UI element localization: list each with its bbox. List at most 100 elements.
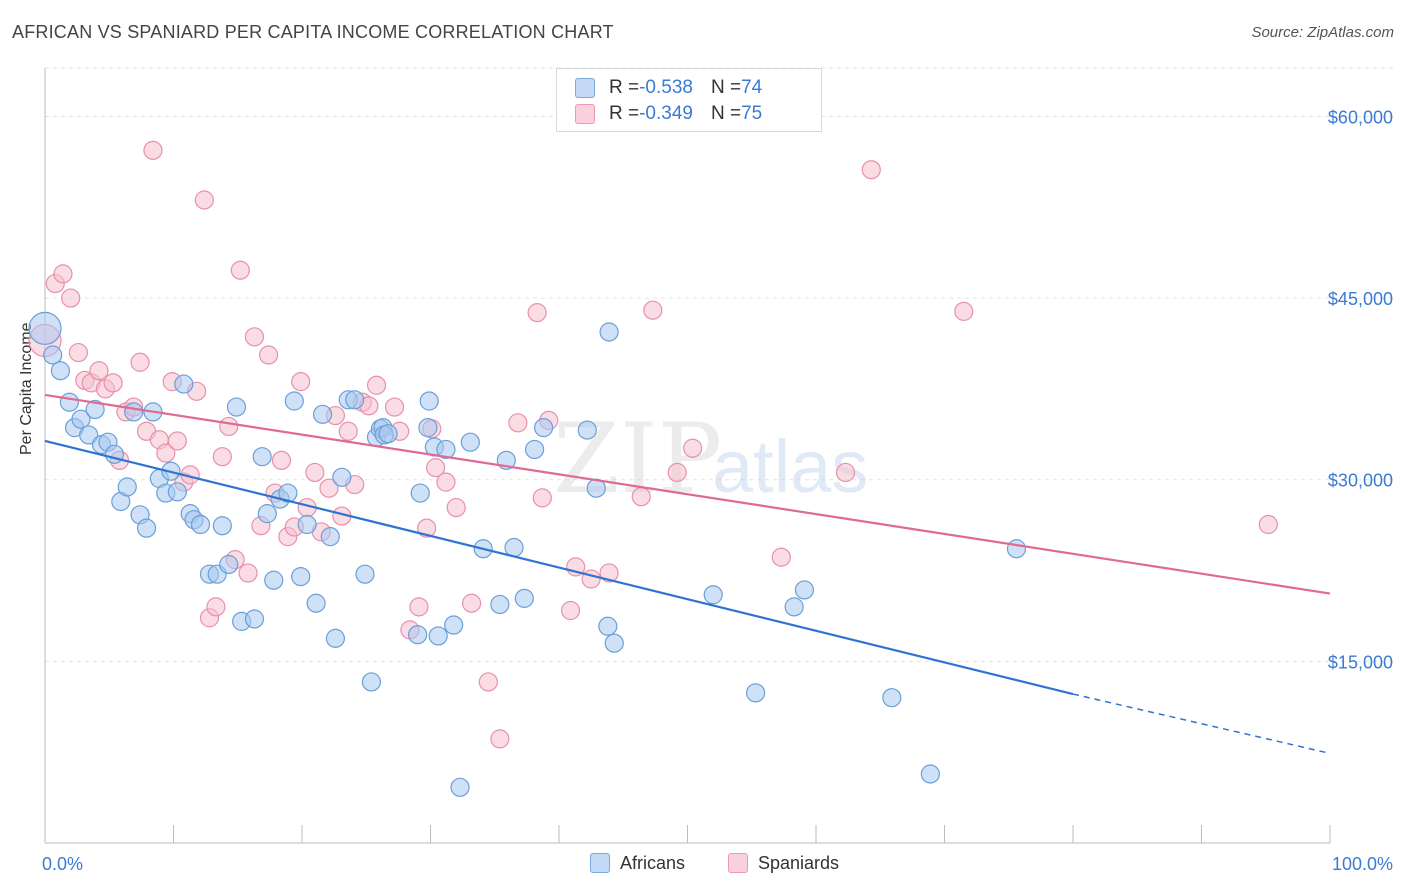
spaniard-point-76 [861, 160, 881, 180]
legend-row-africans: R = -0.538 N = 74 [575, 76, 762, 100]
spaniards-r-value: -0.349 [639, 103, 693, 124]
africans-n-label: N = [710, 77, 742, 98]
african-point-1 [43, 345, 63, 365]
african-point-2 [50, 361, 71, 381]
african-point-12 [117, 477, 137, 497]
spaniard-point-59 [462, 593, 482, 613]
african-point-15 [136, 518, 157, 538]
chart-title: AFRICAN VS SPANIARD PER CAPITA INCOME CO… [12, 22, 614, 42]
african-point-41 [312, 404, 333, 424]
african-point-28 [219, 554, 239, 575]
african-point-73 [598, 616, 618, 636]
spaniard-point-68 [581, 569, 601, 589]
african-point-36 [278, 483, 298, 503]
african-point-74 [604, 633, 624, 653]
african-point-76 [703, 585, 723, 605]
spaniard-point-72 [667, 462, 687, 483]
spaniard-point-3 [61, 288, 81, 308]
spaniard-point-63 [527, 303, 547, 323]
x-tick-labels: 0.0% 100.0% [42, 854, 1393, 874]
african-point-54 [408, 625, 428, 645]
spaniard-point-58 [446, 497, 466, 518]
africans-r-label: R = [609, 77, 640, 98]
spaniard-point-71 [643, 300, 663, 320]
spaniard-point-70 [631, 487, 651, 507]
african-point-3 [59, 392, 80, 412]
africans-r-value: -0.538 [639, 77, 693, 98]
spaniard-point-74 [771, 547, 791, 567]
spaniard-point-40 [305, 462, 325, 483]
spaniards-r-label: R = [609, 103, 640, 124]
african-point-56 [418, 418, 438, 438]
legend-item-africans[interactable]: Africans [590, 850, 685, 876]
african-point-29 [226, 397, 247, 417]
african-point-32 [252, 447, 272, 467]
legend-item-spaniards[interactable]: Spaniards [728, 850, 839, 876]
african-point-82 [1006, 539, 1027, 559]
spaniards-trend-line [44, 393, 1331, 595]
spaniard-point-31 [244, 327, 265, 347]
spaniard-point-66 [560, 600, 581, 621]
africans-trend-line [44, 439, 1074, 696]
axes [44, 68, 1331, 844]
y-tick-labels: $15,000 $30,000 $45,000 $60,000 [1328, 107, 1393, 672]
african-point-27 [212, 516, 232, 536]
spaniard-point-75 [835, 462, 856, 483]
african-point-31 [244, 609, 265, 629]
african-point-13 [124, 402, 144, 422]
african-point-57 [419, 391, 439, 411]
spaniard-point-19 [167, 431, 187, 451]
spaniard-point-25 [206, 597, 226, 617]
african-point-68 [514, 588, 534, 608]
africans-swatch [575, 78, 595, 98]
spaniard-point-61 [490, 729, 510, 749]
african-point-62 [450, 777, 470, 797]
african-point-34 [264, 570, 284, 590]
african-point-60 [436, 439, 456, 460]
spaniard-point-15 [143, 140, 163, 160]
x-tick-label-0: 0.0% [42, 854, 83, 874]
african-point-43 [325, 628, 346, 648]
spaniard-point-62 [508, 413, 528, 433]
african-point-46 [345, 390, 365, 410]
spaniards-legend-swatch [728, 853, 748, 873]
spaniard-point-53 [409, 597, 429, 617]
african-point-53 [378, 424, 398, 444]
african-point-81 [920, 764, 940, 784]
spaniard-point-4 [68, 342, 89, 363]
source-label: Source: ZipAtlas.com [1251, 24, 1394, 41]
african-point-59 [428, 626, 448, 646]
spaniard-point-13 [130, 352, 150, 372]
african-point-48 [361, 672, 381, 692]
african-point-71 [577, 420, 597, 440]
african-point-40 [306, 593, 326, 613]
spaniard-point-64 [532, 488, 552, 508]
x-tick-label-1: 100.0% [1332, 854, 1393, 874]
african-point-6 [79, 425, 99, 445]
spaniard-point-35 [271, 450, 292, 470]
africans-n-value: 74 [741, 77, 763, 98]
african-point-39 [297, 514, 317, 535]
spaniard-point-38 [291, 372, 311, 392]
spaniard-point-49 [366, 375, 387, 395]
spaniard-point-23 [194, 190, 214, 210]
spaniards-points [28, 140, 1278, 749]
african-point-79 [794, 580, 815, 600]
spaniard-point-45 [338, 421, 358, 441]
spaniards-n-label: N = [710, 103, 742, 124]
spaniard-point-17 [156, 443, 176, 463]
spaniard-point-54 [417, 518, 437, 538]
african-point-5 [71, 409, 91, 429]
spaniard-point-27 [219, 416, 239, 437]
spaniard-point-77 [954, 301, 974, 321]
spaniard-point-30 [238, 563, 258, 583]
spaniards-swatch [575, 104, 595, 124]
stats-legend: R = -0.538 N = 74 R = -0.349 N = 75 [556, 68, 822, 132]
spaniard-point-73 [683, 438, 703, 458]
african-point-24 [190, 514, 211, 535]
africans-legend-swatch [590, 853, 610, 873]
spaniard-point-69 [599, 563, 619, 583]
y-tick-label-1: $30,000 [1328, 471, 1393, 491]
african-point-7 [85, 399, 105, 420]
african-point-78 [784, 597, 804, 617]
